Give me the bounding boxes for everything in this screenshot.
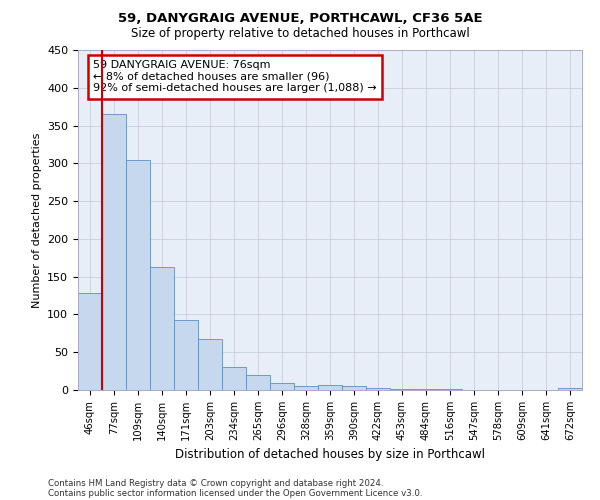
Bar xyxy=(438,389,462,390)
Bar xyxy=(150,267,174,390)
Y-axis label: Number of detached properties: Number of detached properties xyxy=(32,132,41,308)
Bar xyxy=(294,386,318,390)
Bar xyxy=(174,320,198,390)
Bar xyxy=(366,388,390,390)
Bar xyxy=(342,386,366,390)
Bar xyxy=(318,384,342,390)
Text: 59 DANYGRAIG AVENUE: 76sqm
← 8% of detached houses are smaller (96)
92% of semi-: 59 DANYGRAIG AVENUE: 76sqm ← 8% of detac… xyxy=(93,60,377,94)
Bar xyxy=(198,340,222,390)
Bar xyxy=(126,160,150,390)
Text: Contains HM Land Registry data © Crown copyright and database right 2024.: Contains HM Land Registry data © Crown c… xyxy=(48,478,383,488)
Bar xyxy=(414,389,438,390)
Text: Size of property relative to detached houses in Porthcawl: Size of property relative to detached ho… xyxy=(131,28,469,40)
Bar xyxy=(270,383,294,390)
X-axis label: Distribution of detached houses by size in Porthcawl: Distribution of detached houses by size … xyxy=(175,448,485,462)
Text: 59, DANYGRAIG AVENUE, PORTHCAWL, CF36 5AE: 59, DANYGRAIG AVENUE, PORTHCAWL, CF36 5A… xyxy=(118,12,482,26)
Bar xyxy=(558,388,582,390)
Bar xyxy=(390,389,414,390)
Bar xyxy=(78,294,102,390)
Text: Contains public sector information licensed under the Open Government Licence v3: Contains public sector information licen… xyxy=(48,488,422,498)
Bar xyxy=(102,114,126,390)
Bar xyxy=(246,375,270,390)
Bar xyxy=(222,368,246,390)
